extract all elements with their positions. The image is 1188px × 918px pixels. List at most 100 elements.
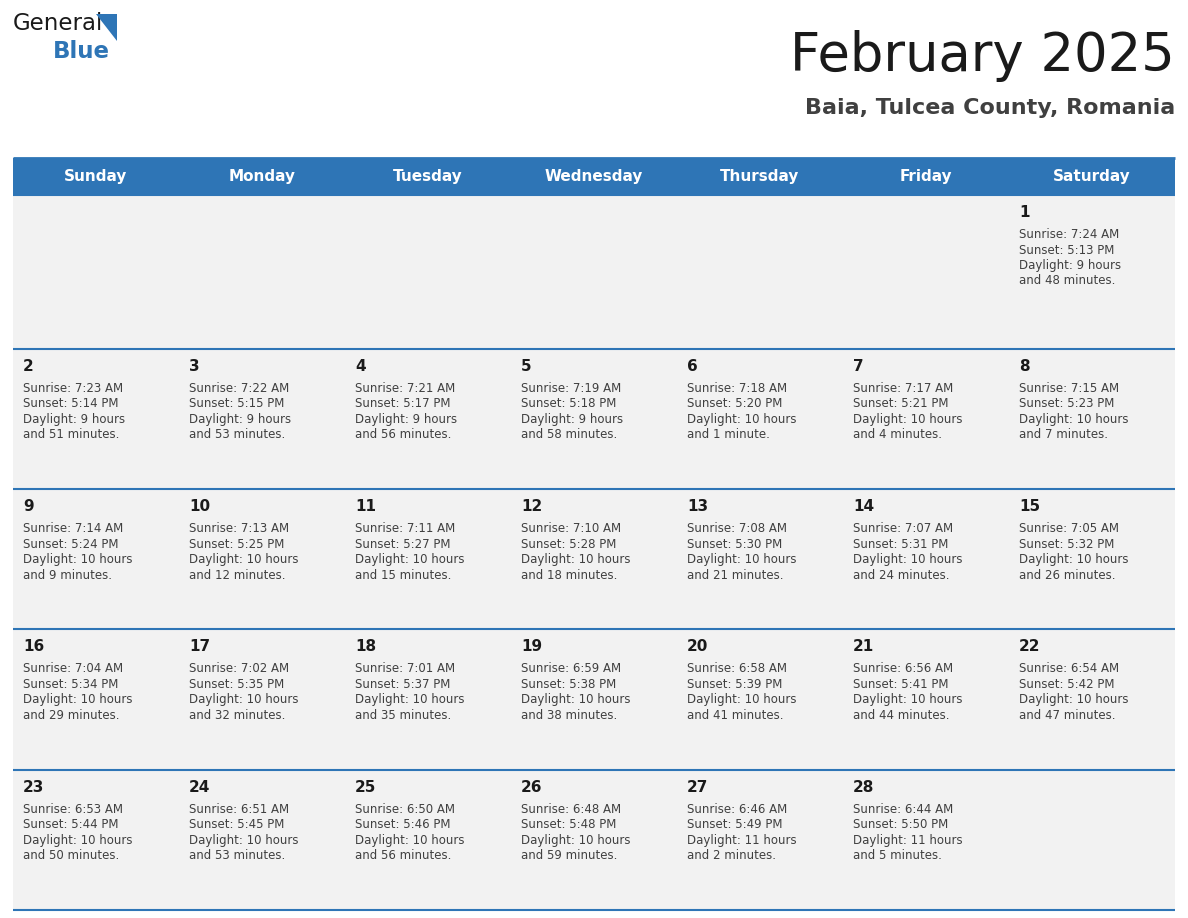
Text: 17: 17	[189, 639, 210, 655]
Text: Sunset: 5:20 PM: Sunset: 5:20 PM	[687, 397, 783, 410]
Text: Sunrise: 7:10 AM: Sunrise: 7:10 AM	[522, 522, 621, 535]
Text: Sunrise: 7:17 AM: Sunrise: 7:17 AM	[853, 382, 953, 395]
Text: and 35 minutes.: and 35 minutes.	[355, 709, 451, 722]
Text: and 32 minutes.: and 32 minutes.	[189, 709, 285, 722]
Text: Sunrise: 6:51 AM: Sunrise: 6:51 AM	[189, 802, 289, 816]
Text: Sunrise: 6:56 AM: Sunrise: 6:56 AM	[853, 663, 953, 676]
Text: Daylight: 10 hours: Daylight: 10 hours	[687, 553, 796, 566]
Text: and 56 minutes.: and 56 minutes.	[355, 428, 451, 442]
Text: 1: 1	[1019, 205, 1030, 220]
Text: and 15 minutes.: and 15 minutes.	[355, 568, 451, 581]
Text: and 58 minutes.: and 58 minutes.	[522, 428, 618, 442]
Text: and 59 minutes.: and 59 minutes.	[522, 849, 618, 862]
Text: Sunset: 5:32 PM: Sunset: 5:32 PM	[1019, 538, 1114, 551]
Text: Sunset: 5:39 PM: Sunset: 5:39 PM	[687, 677, 783, 691]
Text: and 21 minutes.: and 21 minutes.	[687, 568, 784, 581]
Text: and 24 minutes.: and 24 minutes.	[853, 568, 949, 581]
Text: Sunset: 5:27 PM: Sunset: 5:27 PM	[355, 538, 450, 551]
Text: Sunset: 5:45 PM: Sunset: 5:45 PM	[189, 818, 284, 831]
Text: Sunset: 5:13 PM: Sunset: 5:13 PM	[1019, 243, 1114, 256]
Text: 7: 7	[853, 359, 864, 374]
Bar	[13, 195, 1175, 349]
Text: 19: 19	[522, 639, 542, 655]
Text: Sunrise: 7:23 AM: Sunrise: 7:23 AM	[23, 382, 124, 395]
Text: and 38 minutes.: and 38 minutes.	[522, 709, 618, 722]
Text: Sunday: Sunday	[64, 169, 127, 184]
Text: Sunset: 5:34 PM: Sunset: 5:34 PM	[23, 677, 119, 691]
Text: 16: 16	[23, 639, 44, 655]
Text: Sunset: 5:15 PM: Sunset: 5:15 PM	[189, 397, 284, 410]
Text: Sunset: 5:23 PM: Sunset: 5:23 PM	[1019, 397, 1114, 410]
Text: Sunrise: 7:18 AM: Sunrise: 7:18 AM	[687, 382, 788, 395]
Text: 4: 4	[355, 359, 366, 374]
Text: Sunrise: 7:04 AM: Sunrise: 7:04 AM	[23, 663, 124, 676]
Text: Thursday: Thursday	[720, 169, 800, 184]
Text: Sunrise: 6:58 AM: Sunrise: 6:58 AM	[687, 663, 786, 676]
Text: Daylight: 10 hours: Daylight: 10 hours	[23, 553, 133, 566]
Text: Sunset: 5:24 PM: Sunset: 5:24 PM	[23, 538, 119, 551]
Text: and 9 minutes.: and 9 minutes.	[23, 568, 112, 581]
Text: 15: 15	[1019, 499, 1041, 514]
Text: Daylight: 10 hours: Daylight: 10 hours	[687, 413, 796, 426]
Text: Sunset: 5:21 PM: Sunset: 5:21 PM	[853, 397, 948, 410]
Text: 18: 18	[355, 639, 377, 655]
Text: and 1 minute.: and 1 minute.	[687, 428, 770, 442]
Text: Daylight: 10 hours: Daylight: 10 hours	[189, 834, 298, 846]
Text: Sunrise: 6:48 AM: Sunrise: 6:48 AM	[522, 802, 621, 816]
Text: 14: 14	[853, 499, 874, 514]
Text: Daylight: 9 hours: Daylight: 9 hours	[355, 413, 457, 426]
Text: Daylight: 10 hours: Daylight: 10 hours	[23, 834, 133, 846]
Bar	[13, 489, 1175, 630]
Text: Daylight: 10 hours: Daylight: 10 hours	[23, 693, 133, 706]
Text: Sunrise: 7:02 AM: Sunrise: 7:02 AM	[189, 663, 289, 676]
Bar	[13, 349, 1175, 489]
Text: February 2025: February 2025	[790, 30, 1175, 82]
Text: Sunset: 5:46 PM: Sunset: 5:46 PM	[355, 818, 450, 831]
Text: and 48 minutes.: and 48 minutes.	[1019, 274, 1116, 287]
Text: Sunset: 5:38 PM: Sunset: 5:38 PM	[522, 677, 617, 691]
Text: 20: 20	[687, 639, 708, 655]
Text: 13: 13	[687, 499, 708, 514]
Text: Sunrise: 7:13 AM: Sunrise: 7:13 AM	[189, 522, 289, 535]
Text: Daylight: 10 hours: Daylight: 10 hours	[522, 693, 631, 706]
Text: 11: 11	[355, 499, 375, 514]
Text: Daylight: 10 hours: Daylight: 10 hours	[687, 693, 796, 706]
Text: Tuesday: Tuesday	[393, 169, 463, 184]
Text: Sunrise: 7:11 AM: Sunrise: 7:11 AM	[355, 522, 455, 535]
Text: Blue: Blue	[53, 40, 110, 63]
Text: 6: 6	[687, 359, 697, 374]
Text: and 4 minutes.: and 4 minutes.	[853, 428, 942, 442]
Text: Daylight: 10 hours: Daylight: 10 hours	[522, 553, 631, 566]
Text: 22: 22	[1019, 639, 1041, 655]
Polygon shape	[96, 14, 116, 41]
Text: Sunrise: 6:59 AM: Sunrise: 6:59 AM	[522, 663, 621, 676]
Text: and 50 minutes.: and 50 minutes.	[23, 849, 119, 862]
Text: Sunrise: 7:08 AM: Sunrise: 7:08 AM	[687, 522, 786, 535]
Text: Sunrise: 7:01 AM: Sunrise: 7:01 AM	[355, 663, 455, 676]
Text: 23: 23	[23, 779, 44, 795]
Text: and 7 minutes.: and 7 minutes.	[1019, 428, 1108, 442]
Text: 10: 10	[189, 499, 210, 514]
Text: Sunset: 5:14 PM: Sunset: 5:14 PM	[23, 397, 119, 410]
Text: Daylight: 10 hours: Daylight: 10 hours	[1019, 413, 1129, 426]
Bar	[13, 158, 1175, 195]
Text: and 5 minutes.: and 5 minutes.	[853, 849, 942, 862]
Text: 26: 26	[522, 779, 543, 795]
Text: Sunrise: 7:05 AM: Sunrise: 7:05 AM	[1019, 522, 1119, 535]
Text: 12: 12	[522, 499, 542, 514]
Text: and 44 minutes.: and 44 minutes.	[853, 709, 949, 722]
Text: Daylight: 10 hours: Daylight: 10 hours	[189, 553, 298, 566]
Text: Friday: Friday	[899, 169, 953, 184]
Text: Sunset: 5:37 PM: Sunset: 5:37 PM	[355, 677, 450, 691]
Text: Sunrise: 7:15 AM: Sunrise: 7:15 AM	[1019, 382, 1119, 395]
Text: Monday: Monday	[228, 169, 296, 184]
Text: Daylight: 9 hours: Daylight: 9 hours	[23, 413, 125, 426]
Text: Sunrise: 6:46 AM: Sunrise: 6:46 AM	[687, 802, 788, 816]
Text: Sunset: 5:48 PM: Sunset: 5:48 PM	[522, 818, 617, 831]
Text: Daylight: 10 hours: Daylight: 10 hours	[355, 553, 465, 566]
Text: Sunset: 5:49 PM: Sunset: 5:49 PM	[687, 818, 783, 831]
Text: Sunrise: 7:24 AM: Sunrise: 7:24 AM	[1019, 228, 1119, 241]
Text: 27: 27	[687, 779, 708, 795]
Text: 8: 8	[1019, 359, 1030, 374]
Text: Daylight: 10 hours: Daylight: 10 hours	[853, 413, 962, 426]
